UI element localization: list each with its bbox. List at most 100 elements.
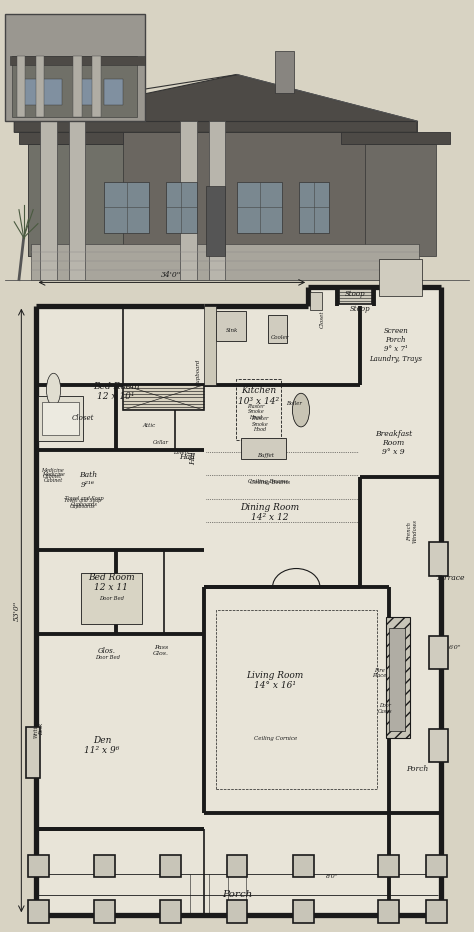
Bar: [378, 900, 399, 923]
Text: Den
11² x 9⁶: Den 11² x 9⁶: [84, 736, 119, 755]
Text: Door Bed: Door Bed: [99, 596, 124, 601]
Ellipse shape: [46, 373, 61, 406]
Bar: [36, 56, 44, 116]
Bar: [5, 14, 145, 121]
Bar: [94, 855, 115, 877]
Text: Closet: Closet: [72, 415, 94, 422]
Bar: [5, 14, 469, 121]
Bar: [26, 727, 40, 778]
Bar: [227, 900, 247, 923]
Text: Closet: Closet: [320, 310, 325, 327]
Bar: [293, 900, 314, 923]
Polygon shape: [341, 132, 450, 144]
Text: Screen
Porch
9° x 7¹
Laundry, Trays: Screen Porch 9° x 7¹ Laundry, Trays: [369, 327, 422, 363]
Bar: [73, 56, 82, 116]
Bar: [92, 56, 101, 116]
Text: 6'0": 6'0": [449, 645, 461, 651]
Bar: [339, 289, 372, 304]
Bar: [160, 900, 181, 923]
Text: Stoop: Stoop: [350, 306, 371, 313]
Text: Hall: Hall: [179, 453, 195, 460]
Bar: [12, 56, 137, 116]
Text: Porch: Porch: [222, 890, 252, 899]
Bar: [43, 79, 62, 105]
Text: Bed Room
12 x 10¹: Bed Room 12 x 10¹: [93, 382, 139, 401]
Bar: [426, 900, 447, 923]
Bar: [241, 438, 286, 459]
Bar: [28, 144, 123, 256]
Text: Arch: Arch: [229, 584, 245, 590]
Bar: [36, 306, 441, 915]
Text: Boiler: Boiler: [286, 401, 302, 406]
Polygon shape: [19, 132, 123, 144]
Bar: [104, 79, 123, 105]
Text: Porch: Porch: [406, 765, 428, 773]
Circle shape: [292, 393, 310, 427]
Bar: [180, 121, 197, 280]
Bar: [429, 542, 448, 576]
Text: Living Room
14° x 16¹: Living Room 14° x 16¹: [246, 671, 303, 690]
Text: Bath
9²¹⁶: Bath 9²¹⁶: [79, 472, 97, 488]
Text: Kitchen
10³ x 14²: Kitchen 10³ x 14²: [238, 387, 279, 405]
Bar: [0, 0, 474, 280]
Text: Fire
Place: Fire Place: [372, 667, 386, 678]
Text: Towel and Soap
Cupboards: Towel and Soap Cupboards: [65, 496, 104, 507]
Bar: [9, 286, 465, 923]
Bar: [38, 396, 83, 441]
Bar: [386, 617, 410, 738]
Text: Breakfast
Room
9° x 9: Breakfast Room 9° x 9: [375, 430, 412, 456]
Text: Sink: Sink: [226, 328, 238, 334]
Bar: [28, 855, 49, 877]
Polygon shape: [14, 75, 417, 132]
Bar: [123, 385, 204, 410]
Bar: [40, 121, 57, 280]
Polygon shape: [10, 56, 145, 65]
Bar: [81, 573, 142, 624]
Text: Buffet: Buffet: [257, 453, 274, 459]
Text: Terrace: Terrace: [436, 574, 465, 582]
Bar: [365, 144, 436, 256]
Text: Door
Cases: Door Cases: [378, 703, 392, 714]
Bar: [227, 855, 247, 877]
Bar: [426, 855, 447, 877]
Bar: [5, 14, 469, 280]
Bar: [94, 900, 115, 923]
Text: Glos.: Glos.: [98, 647, 116, 654]
Bar: [236, 379, 281, 440]
Bar: [160, 855, 181, 877]
Bar: [299, 182, 329, 233]
Text: Cupboard: Cupboard: [196, 359, 201, 387]
Bar: [216, 311, 246, 341]
Bar: [308, 287, 441, 306]
Text: Stoop: Stoop: [345, 290, 366, 297]
Text: Towel and Soap
Cupboards: Towel and Soap Cupboards: [64, 498, 101, 509]
Text: Attic: Attic: [143, 423, 156, 429]
Text: Plaster
Smoke
Hood: Plaster Smoke Hood: [251, 416, 268, 432]
Bar: [19, 79, 38, 105]
Text: Cellar: Cellar: [153, 440, 169, 445]
Bar: [204, 306, 216, 385]
Bar: [5, 205, 469, 280]
Text: Ceiling Cornice: Ceiling Cornice: [254, 735, 298, 741]
Text: Dining Room
14² x 12: Dining Room 14² x 12: [241, 503, 300, 522]
Bar: [275, 51, 294, 93]
Bar: [378, 855, 399, 877]
Bar: [429, 729, 448, 762]
Bar: [429, 636, 448, 669]
Text: Door Bed: Door Bed: [96, 654, 120, 660]
Bar: [293, 855, 314, 877]
Text: Plaster
Smoke
Hood: Plaster Smoke Hood: [247, 404, 264, 420]
Text: Linen: Linen: [173, 449, 188, 455]
Bar: [268, 315, 287, 343]
Bar: [104, 182, 149, 233]
Bar: [209, 121, 225, 280]
Bar: [379, 259, 422, 296]
Bar: [69, 121, 85, 280]
Text: Bed Room
12 x 11: Bed Room 12 x 11: [88, 573, 135, 592]
Bar: [166, 182, 197, 233]
Bar: [237, 182, 282, 233]
Bar: [28, 900, 49, 923]
Bar: [17, 56, 25, 116]
Text: French
Windows: French Windows: [407, 519, 418, 543]
Text: Medicine
Cabinet: Medicine Cabinet: [42, 472, 64, 483]
